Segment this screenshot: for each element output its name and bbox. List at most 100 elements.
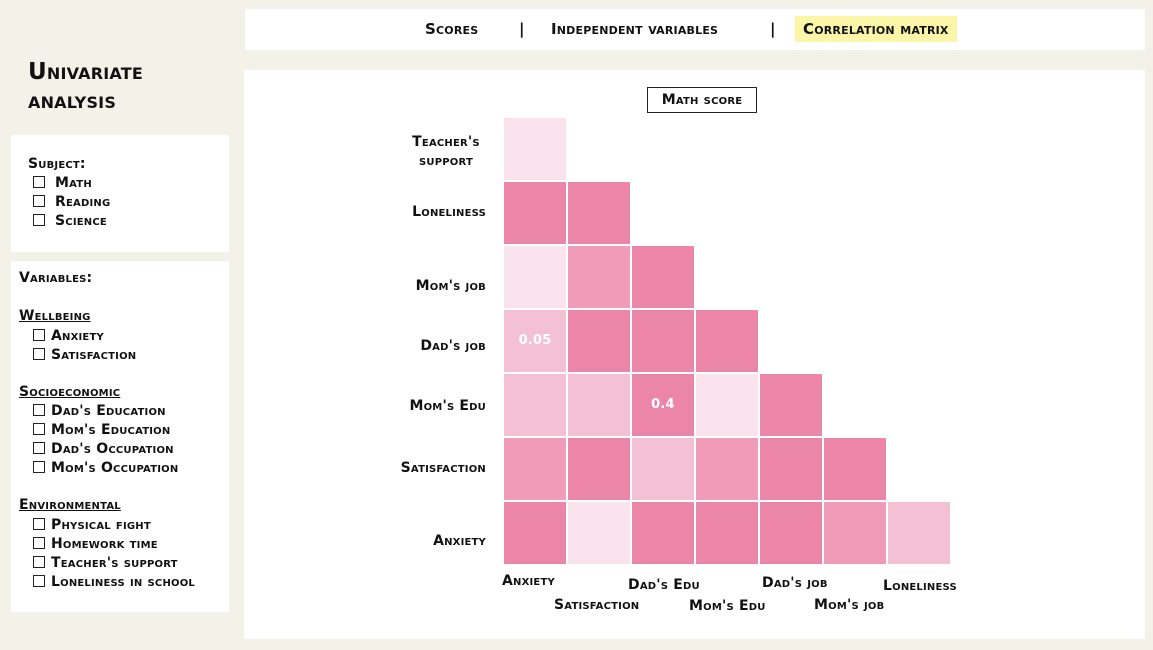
matrix-cell[interactable] <box>888 502 950 564</box>
matrix-cell[interactable] <box>824 502 886 564</box>
subject-option-reading[interactable]: Reading <box>33 194 110 211</box>
matrix-cell[interactable] <box>824 438 886 500</box>
nav-separator: | <box>770 20 776 38</box>
variable-dads-occupation[interactable]: Dad's Occupation <box>33 441 174 458</box>
matrix-cell[interactable] <box>568 246 630 308</box>
matrix-cell[interactable] <box>760 374 822 436</box>
matrix-cell[interactable] <box>504 182 566 244</box>
row-label-moms-edu: Mom's Edu <box>409 398 486 414</box>
group-title-wellbeing: Wellbeing <box>19 308 91 324</box>
page-title-line1: Univariate <box>28 59 143 85</box>
matrix-cell[interactable] <box>504 374 566 436</box>
matrix-cell[interactable]: 0.4 <box>632 374 694 436</box>
row-label-satisfaction: Satisfaction <box>400 460 486 476</box>
variable-anxiety[interactable]: Anxiety <box>33 328 104 345</box>
subject-option-science[interactable]: Science <box>33 213 107 230</box>
checkbox-label: Reading <box>55 194 111 210</box>
tab-independent-variables[interactable]: Independent variables <box>551 20 719 38</box>
row-label-teachers-support: Teacher's support <box>266 133 486 171</box>
variables-heading: Variables: <box>19 270 93 286</box>
matrix-cell[interactable] <box>632 246 694 308</box>
checkbox-label: Math <box>55 175 92 191</box>
matrix-cell[interactable] <box>504 246 566 308</box>
checkbox[interactable] <box>33 442 45 454</box>
matrix-cell[interactable] <box>504 502 566 564</box>
variable-teachers-support[interactable]: Teacher's support <box>33 555 178 572</box>
variable-homework-time[interactable]: Homework time <box>33 536 158 553</box>
checkbox[interactable] <box>33 423 45 435</box>
matrix-cell[interactable] <box>568 310 630 372</box>
matrix-cell[interactable] <box>568 438 630 500</box>
matrix-cell[interactable] <box>696 310 758 372</box>
matrix-cell[interactable]: 0.05 <box>504 310 566 372</box>
checkbox-label: Dad's Occupation <box>51 441 174 457</box>
variables-panel: Variables: Wellbeing Anxiety Satisfactio… <box>11 261 229 612</box>
checkbox[interactable] <box>33 176 45 188</box>
checkbox[interactable] <box>33 348 45 360</box>
matrix-cell[interactable] <box>504 118 566 180</box>
matrix-cell[interactable] <box>760 502 822 564</box>
checkbox-label: Physical fight <box>51 517 151 533</box>
subject-panel: Subject: Math Reading Science <box>11 135 229 252</box>
tab-scores[interactable]: Scores <box>425 20 479 38</box>
matrix-cell[interactable] <box>632 502 694 564</box>
col-label-loneliness: Loneliness <box>883 578 957 594</box>
variable-moms-education[interactable]: Mom's Education <box>33 422 170 439</box>
matrix-cell[interactable] <box>632 310 694 372</box>
matrix-title: Math score <box>647 87 757 113</box>
col-label-dads-edu: Dad's Edu <box>628 577 700 593</box>
variable-physical-fight[interactable]: Physical fight <box>33 517 151 534</box>
row-label-moms-job: Mom's job <box>415 278 486 294</box>
checkbox[interactable] <box>33 214 45 226</box>
checkbox[interactable] <box>33 518 45 530</box>
matrix-cell[interactable] <box>632 438 694 500</box>
nav-separator: | <box>519 20 525 38</box>
row-label-dads-job: Dad's job <box>420 338 486 354</box>
col-label-moms-job: Mom's job <box>814 597 885 613</box>
correlation-matrix-panel: Math score Teacher's support Loneliness … <box>244 70 1145 639</box>
matrix-cell[interactable] <box>696 438 758 500</box>
checkbox-label: Homework time <box>51 536 158 552</box>
checkbox[interactable] <box>33 329 45 341</box>
checkbox-label: Mom's Education <box>51 422 171 438</box>
checkbox[interactable] <box>33 575 45 587</box>
checkbox-label: Dad's Education <box>51 403 166 419</box>
row-label-loneliness: Loneliness <box>412 204 486 220</box>
row-label-anxiety: Anxiety <box>433 533 486 549</box>
checkbox[interactable] <box>33 195 45 207</box>
checkbox-label: Anxiety <box>51 328 104 344</box>
checkbox-label: Satisfaction <box>51 347 137 363</box>
variable-moms-occupation[interactable]: Mom's Occupation <box>33 460 178 477</box>
matrix-cell[interactable] <box>568 374 630 436</box>
subject-option-math[interactable]: Math <box>33 175 92 192</box>
checkbox[interactable] <box>33 556 45 568</box>
matrix-cell[interactable] <box>568 502 630 564</box>
checkbox[interactable] <box>33 404 45 416</box>
checkbox-label: Loneliness in school <box>51 574 195 590</box>
checkbox[interactable] <box>33 461 45 473</box>
variable-loneliness-in-school[interactable]: Loneliness in school <box>33 574 195 591</box>
matrix-cell[interactable] <box>696 502 758 564</box>
top-nav: Scores | Independent variables | Correla… <box>245 9 1145 50</box>
col-label-dads-job: Dad's job <box>762 575 828 591</box>
group-title-environmental: Environmental <box>19 497 121 513</box>
subject-heading: Subject: <box>28 156 86 172</box>
matrix-cell[interactable] <box>760 438 822 500</box>
row-label-text: Teacher's support <box>412 134 480 169</box>
col-label-anxiety: Anxiety <box>502 573 555 589</box>
matrix-cell[interactable] <box>504 438 566 500</box>
group-title-socioeconomic: Socioeconomic <box>19 384 121 400</box>
tab-correlation-matrix[interactable]: Correlation matrix <box>795 16 957 42</box>
checkbox-label: Mom's Occupation <box>51 460 179 476</box>
page-title: Univariate analysis <box>28 58 143 116</box>
variable-satisfaction[interactable]: Satisfaction <box>33 347 136 364</box>
col-label-satisfaction: Satisfaction <box>554 597 640 613</box>
checkbox-label: Teacher's support <box>51 555 178 571</box>
col-label-moms-edu: Mom's Edu <box>689 598 766 614</box>
page-title-line2: analysis <box>28 88 117 114</box>
matrix-cell[interactable] <box>568 182 630 244</box>
checkbox-label: Science <box>55 213 107 229</box>
checkbox[interactable] <box>33 537 45 549</box>
matrix-cell[interactable] <box>696 374 758 436</box>
variable-dads-education[interactable]: Dad's Education <box>33 403 166 420</box>
